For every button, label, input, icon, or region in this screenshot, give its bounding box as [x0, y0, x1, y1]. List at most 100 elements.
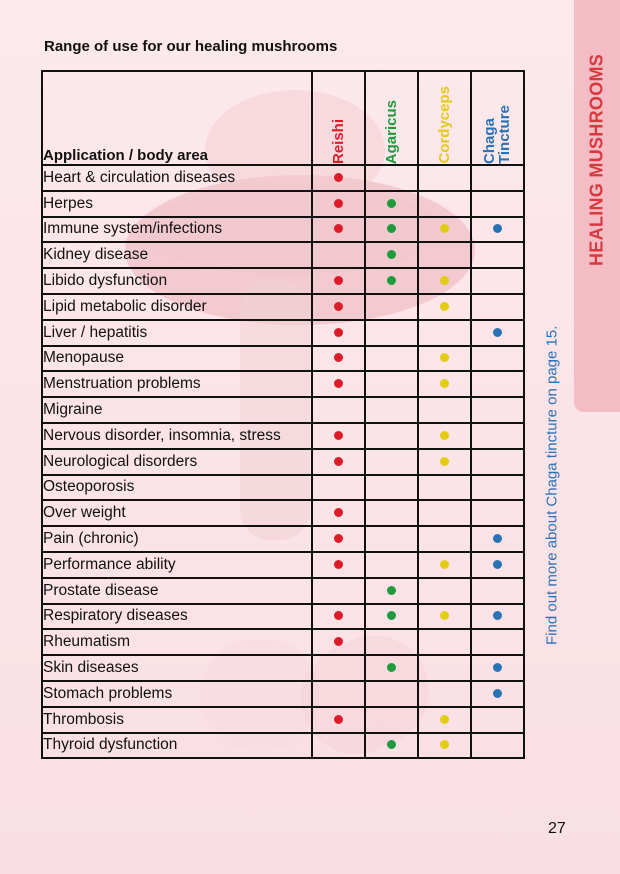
row-label: Kidney disease — [41, 241, 313, 270]
mark-cell-agaricus — [364, 189, 419, 218]
mark-cell-reishi — [311, 525, 366, 553]
row-label: Prostate disease — [41, 576, 313, 605]
table-row: Libido dysfunction — [41, 267, 525, 295]
chaga-reference-note: Find out more about Chaga tincture on pa… — [543, 325, 561, 645]
row-label: Neurological disorders — [41, 447, 313, 476]
table-row: Lipid metabolic disorder — [41, 292, 525, 321]
page-title: Range of use for our healing mushrooms — [44, 38, 338, 55]
row-label: Over weight — [41, 499, 313, 528]
row-label: Heart & circulation diseases — [41, 164, 313, 192]
mark-cell-cordyceps — [417, 628, 472, 657]
mark-cell-agaricus — [364, 499, 419, 528]
mark-cell-reishi — [311, 705, 366, 734]
table-row: Nervous disorder, insomnia, stress — [41, 421, 525, 450]
agaricus-dot — [387, 585, 396, 595]
mark-cell-reishi — [311, 267, 366, 295]
mark-cell-agaricus — [364, 576, 419, 605]
reishi-dot — [334, 276, 343, 286]
reishi-dot — [334, 534, 343, 544]
table-row: Rheumatism — [41, 628, 525, 657]
cordyceps-dot — [440, 611, 449, 621]
header-reishi-label: Reishi — [330, 118, 347, 164]
row-label: Menstruation problems — [41, 370, 313, 399]
mark-cell-agaricus — [364, 344, 419, 373]
reishi-dot — [334, 430, 343, 440]
mark-cell-agaricus — [364, 267, 419, 295]
mark-cell-chaga — [470, 421, 525, 450]
table-row: Respiratory diseases — [41, 602, 525, 631]
mark-cell-reishi — [311, 679, 366, 708]
mark-cell-chaga — [470, 370, 525, 399]
mark-cell-reishi — [311, 550, 366, 579]
agaricus-dot — [387, 663, 396, 673]
mark-cell-chaga — [470, 396, 525, 424]
chaga-dot — [493, 224, 502, 234]
cordyceps-dot — [440, 559, 449, 569]
cordyceps-dot — [440, 740, 449, 750]
mark-cell-cordyceps — [417, 654, 472, 682]
cordyceps-dot — [440, 276, 449, 286]
table-row: Migraine — [41, 396, 525, 424]
mark-cell-cordyceps — [417, 602, 472, 631]
mark-cell-chaga — [470, 731, 525, 760]
mark-cell-chaga — [470, 215, 525, 244]
mark-cell-reishi — [311, 576, 366, 605]
table-row: Osteoporosis — [41, 473, 525, 502]
mark-cell-reishi — [311, 499, 366, 528]
reishi-dot — [334, 456, 343, 466]
mark-cell-chaga — [470, 705, 525, 734]
table-row: Kidney disease — [41, 241, 525, 270]
header-application: Application / body area — [41, 70, 313, 166]
cordyceps-dot — [440, 456, 449, 466]
mark-cell-chaga — [470, 473, 525, 502]
mark-cell-reishi — [311, 602, 366, 631]
header-cordyceps-label: Cordyceps — [436, 86, 453, 164]
mark-cell-agaricus — [364, 292, 419, 321]
table-row: Menstruation problems — [41, 370, 525, 399]
table-row: Menopause — [41, 344, 525, 373]
mark-cell-agaricus — [364, 525, 419, 553]
cordyceps-dot — [440, 224, 449, 234]
mark-cell-chaga — [470, 318, 525, 347]
reishi-dot — [334, 611, 343, 621]
mark-cell-agaricus — [364, 164, 419, 192]
mark-cell-chaga — [470, 292, 525, 321]
mark-cell-cordyceps — [417, 215, 472, 244]
reishi-dot — [334, 172, 343, 182]
row-label: Respiratory diseases — [41, 602, 313, 631]
mark-cell-agaricus — [364, 447, 419, 476]
mark-cell-agaricus — [364, 731, 419, 760]
cordyceps-dot — [440, 301, 449, 311]
table-row: Thrombosis — [41, 705, 525, 734]
mark-cell-agaricus — [364, 396, 419, 424]
side-tab-label: HEALING MUSHROOMS — [586, 53, 607, 267]
reishi-dot — [334, 198, 343, 208]
row-label: Libido dysfunction — [41, 267, 313, 295]
mark-cell-agaricus — [364, 550, 419, 579]
mark-cell-reishi — [311, 396, 366, 424]
usage-table: Application / body area Reishi Agaricus … — [41, 70, 525, 760]
mark-cell-cordyceps — [417, 731, 472, 760]
row-label: Skin diseases — [41, 654, 313, 682]
mark-cell-reishi — [311, 447, 366, 476]
agaricus-dot — [387, 250, 396, 260]
cordyceps-dot — [440, 714, 449, 724]
side-tab — [574, 0, 620, 412]
chaga-dot — [493, 327, 502, 337]
row-label: Thyroid dysfunction — [41, 731, 313, 760]
mark-cell-chaga — [470, 344, 525, 373]
row-label: Stomach problems — [41, 679, 313, 708]
mark-cell-cordyceps — [417, 550, 472, 579]
table-body: Heart & circulation diseases Herpes Immune… — [41, 164, 525, 760]
row-label: Migraine — [41, 396, 313, 424]
mark-cell-cordyceps — [417, 318, 472, 347]
mark-cell-chaga — [470, 679, 525, 708]
mark-cell-cordyceps — [417, 576, 472, 605]
row-label: Performance ability — [41, 550, 313, 579]
header-chaga: Chaga Tincture — [470, 70, 525, 166]
mark-cell-chaga — [470, 525, 525, 553]
mark-cell-reishi — [311, 421, 366, 450]
mark-cell-chaga — [470, 602, 525, 631]
mark-cell-cordyceps — [417, 421, 472, 450]
mark-cell-agaricus — [364, 370, 419, 399]
